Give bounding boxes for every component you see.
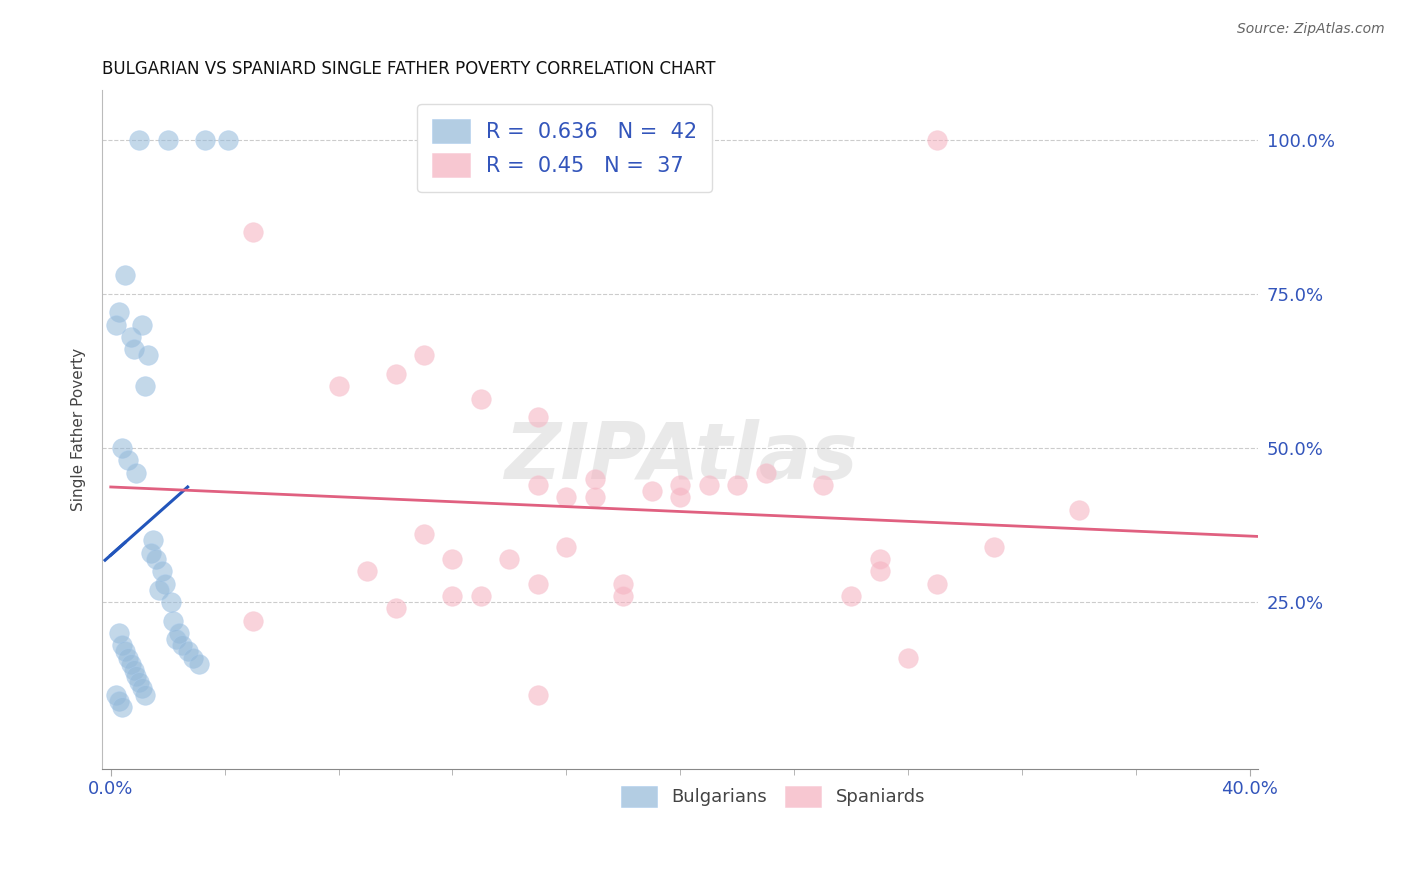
Y-axis label: Single Father Poverty: Single Father Poverty: [72, 348, 86, 511]
Point: [159, 595, 181, 609]
Point: [328, 379, 350, 393]
Point: [441, 589, 464, 603]
Legend: Bulgarians, Spaniards: Bulgarians, Spaniards: [613, 779, 932, 814]
Point: [134, 688, 156, 702]
Point: [384, 601, 406, 615]
Point: [117, 453, 139, 467]
Text: Source: ZipAtlas.com: Source: ZipAtlas.com: [1237, 22, 1385, 37]
Point: [983, 540, 1005, 554]
Point: [120, 330, 142, 344]
Point: [131, 681, 153, 696]
Point: [583, 472, 606, 486]
Point: [441, 552, 464, 566]
Point: [122, 663, 145, 677]
Point: [925, 133, 948, 147]
Point: [555, 540, 578, 554]
Point: [128, 675, 150, 690]
Point: [153, 576, 176, 591]
Point: [897, 650, 920, 665]
Point: [869, 564, 891, 578]
Point: [142, 533, 165, 548]
Point: [470, 589, 492, 603]
Point: [134, 379, 156, 393]
Point: [131, 318, 153, 332]
Point: [114, 644, 136, 658]
Point: [498, 552, 520, 566]
Point: [242, 614, 264, 628]
Point: [384, 367, 406, 381]
Point: [356, 564, 378, 578]
Point: [925, 576, 948, 591]
Point: [755, 466, 778, 480]
Point: [413, 527, 436, 541]
Point: [125, 466, 148, 480]
Point: [527, 478, 550, 492]
Point: [527, 410, 550, 425]
Point: [105, 688, 128, 702]
Point: [125, 669, 148, 683]
Point: [612, 589, 634, 603]
Point: [156, 133, 179, 147]
Point: [242, 225, 264, 239]
Point: [111, 700, 134, 714]
Point: [170, 638, 193, 652]
Point: [105, 318, 128, 332]
Point: [217, 133, 239, 147]
Point: [108, 694, 131, 708]
Point: [176, 644, 198, 658]
Point: [111, 441, 134, 455]
Point: [111, 638, 134, 652]
Point: [183, 650, 205, 665]
Point: [583, 491, 606, 505]
Point: [470, 392, 492, 406]
Point: [128, 133, 150, 147]
Point: [117, 650, 139, 665]
Point: [869, 552, 891, 566]
Point: [120, 657, 142, 671]
Point: [167, 626, 190, 640]
Point: [114, 268, 136, 283]
Point: [413, 348, 436, 362]
Text: ZIPAtlas: ZIPAtlas: [503, 418, 858, 494]
Point: [139, 546, 162, 560]
Point: [145, 552, 167, 566]
Point: [108, 305, 131, 319]
Text: BULGARIAN VS SPANIARD SINGLE FATHER POVERTY CORRELATION CHART: BULGARIAN VS SPANIARD SINGLE FATHER POVE…: [103, 60, 716, 78]
Point: [150, 564, 173, 578]
Point: [136, 348, 159, 362]
Point: [162, 614, 184, 628]
Point: [1067, 502, 1090, 516]
Point: [165, 632, 187, 647]
Point: [697, 478, 720, 492]
Point: [527, 576, 550, 591]
Point: [527, 688, 550, 702]
Point: [641, 484, 664, 499]
Point: [194, 133, 217, 147]
Point: [669, 478, 692, 492]
Point: [725, 478, 748, 492]
Point: [148, 582, 170, 597]
Point: [108, 626, 131, 640]
Point: [122, 343, 145, 357]
Point: [839, 589, 862, 603]
Point: [612, 576, 634, 591]
Point: [669, 491, 692, 505]
Point: [811, 478, 834, 492]
Point: [188, 657, 211, 671]
Point: [555, 491, 578, 505]
